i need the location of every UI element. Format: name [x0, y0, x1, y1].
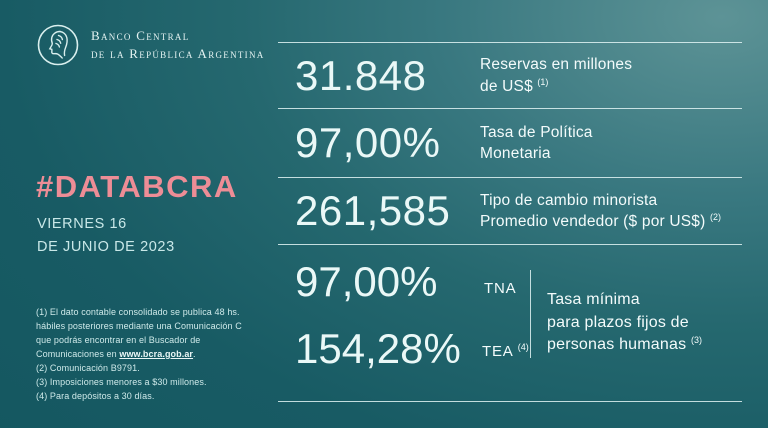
bcra-website-link[interactable]: www.bcra.gob.ar — [119, 348, 194, 359]
policy-rate-value: 97,00% — [295, 119, 441, 166]
fixed-term-desc-line2: para plazos fijos de — [547, 313, 689, 331]
exchange-rate-value: 261,585 — [295, 187, 451, 234]
date-line1: VIERNES 16 — [37, 216, 127, 232]
brand-name-line2: de la República Argentina — [91, 46, 265, 61]
exchange-rate-label-line1: Tipo de cambio minorista — [480, 191, 658, 209]
policy-rate-label-line2: Monetaria — [480, 145, 551, 162]
fixed-term-desc-line3: personas humanas (3) — [547, 335, 702, 354]
policy-rate-label-line1: Tasa de Política — [480, 123, 593, 141]
footnote-2: (2) Comunicación B9791. — [36, 362, 140, 373]
tea-label: TEA (4) — [482, 342, 529, 360]
brand-name-line1: Banco Central — [91, 28, 190, 44]
vertical-divider — [530, 270, 531, 358]
tea-value: 154,28% — [295, 325, 461, 372]
tna-value: 97,00% — [295, 258, 438, 305]
bcra-liberty-emblem-icon — [37, 24, 79, 66]
stat-row-policy-rate: 97,00% Tasa de Política Monetaria — [278, 109, 742, 178]
tna-label: TNA — [484, 280, 517, 297]
footnote-ref-4: (4) — [517, 342, 529, 352]
exchange-rate-label-line2: Promedio vendedor ($ por US$) (2) — [480, 212, 722, 230]
footnote-1: (1) El dato contable consolidado se publ… — [36, 306, 252, 362]
footnote-1-suffix: . — [193, 348, 196, 359]
hashtag-title: #DATABCRA — [36, 169, 238, 204]
reserves-label: Reservas en millones de US$ (1) — [480, 54, 632, 97]
fixed-term-description: Tasa mínima para plazos fijos de persona… — [547, 289, 702, 357]
stat-row-fixed-term-rates: 97,00% 154,28% TNA TEA (4) Tasa mínima p… — [278, 245, 742, 402]
footnote-1-text: (1) El dato contable consolidado se publ… — [36, 307, 242, 359]
brand-name: Banco Central de la República Argentina — [91, 27, 265, 62]
date-line2: DE JUNIO DE 2023 — [37, 239, 175, 256]
footnotes: (1) El dato contable consolidado se publ… — [36, 306, 252, 404]
reserves-label-line1: Reservas en millones — [480, 56, 633, 74]
footnote-ref-3: (3) — [690, 335, 702, 346]
date-block: VIERNES 16 DE JUNIO DE 2023 — [37, 213, 175, 260]
footnote-ref-1: (1) — [537, 76, 549, 87]
stat-row-exchange-rate: 261,585 Tipo de cambio minorista Promedi… — [278, 178, 742, 245]
reserves-label-line2: de US$ (1) — [480, 76, 549, 95]
footnote-3: (3) Imposiciones menores a $30 millones. — [36, 376, 207, 387]
policy-rate-label: Tasa de Política Monetaria — [480, 122, 593, 165]
footnote-4: (4) Para depósitos a 30 días. — [36, 390, 155, 401]
stats-panel: 31.848 Reservas en millones de US$ (1) 9… — [278, 42, 742, 402]
stat-row-reserves: 31.848 Reservas en millones de US$ (1) — [278, 43, 742, 109]
bcra-logo-block: Banco Central de la República Argentina — [36, 23, 265, 67]
exchange-rate-label: Tipo de cambio minorista Promedio vended… — [480, 190, 721, 233]
reserves-value: 31.848 — [295, 51, 427, 99]
footnote-ref-2: (2) — [710, 212, 722, 222]
fixed-term-desc-line1: Tasa mínima — [547, 291, 640, 308]
